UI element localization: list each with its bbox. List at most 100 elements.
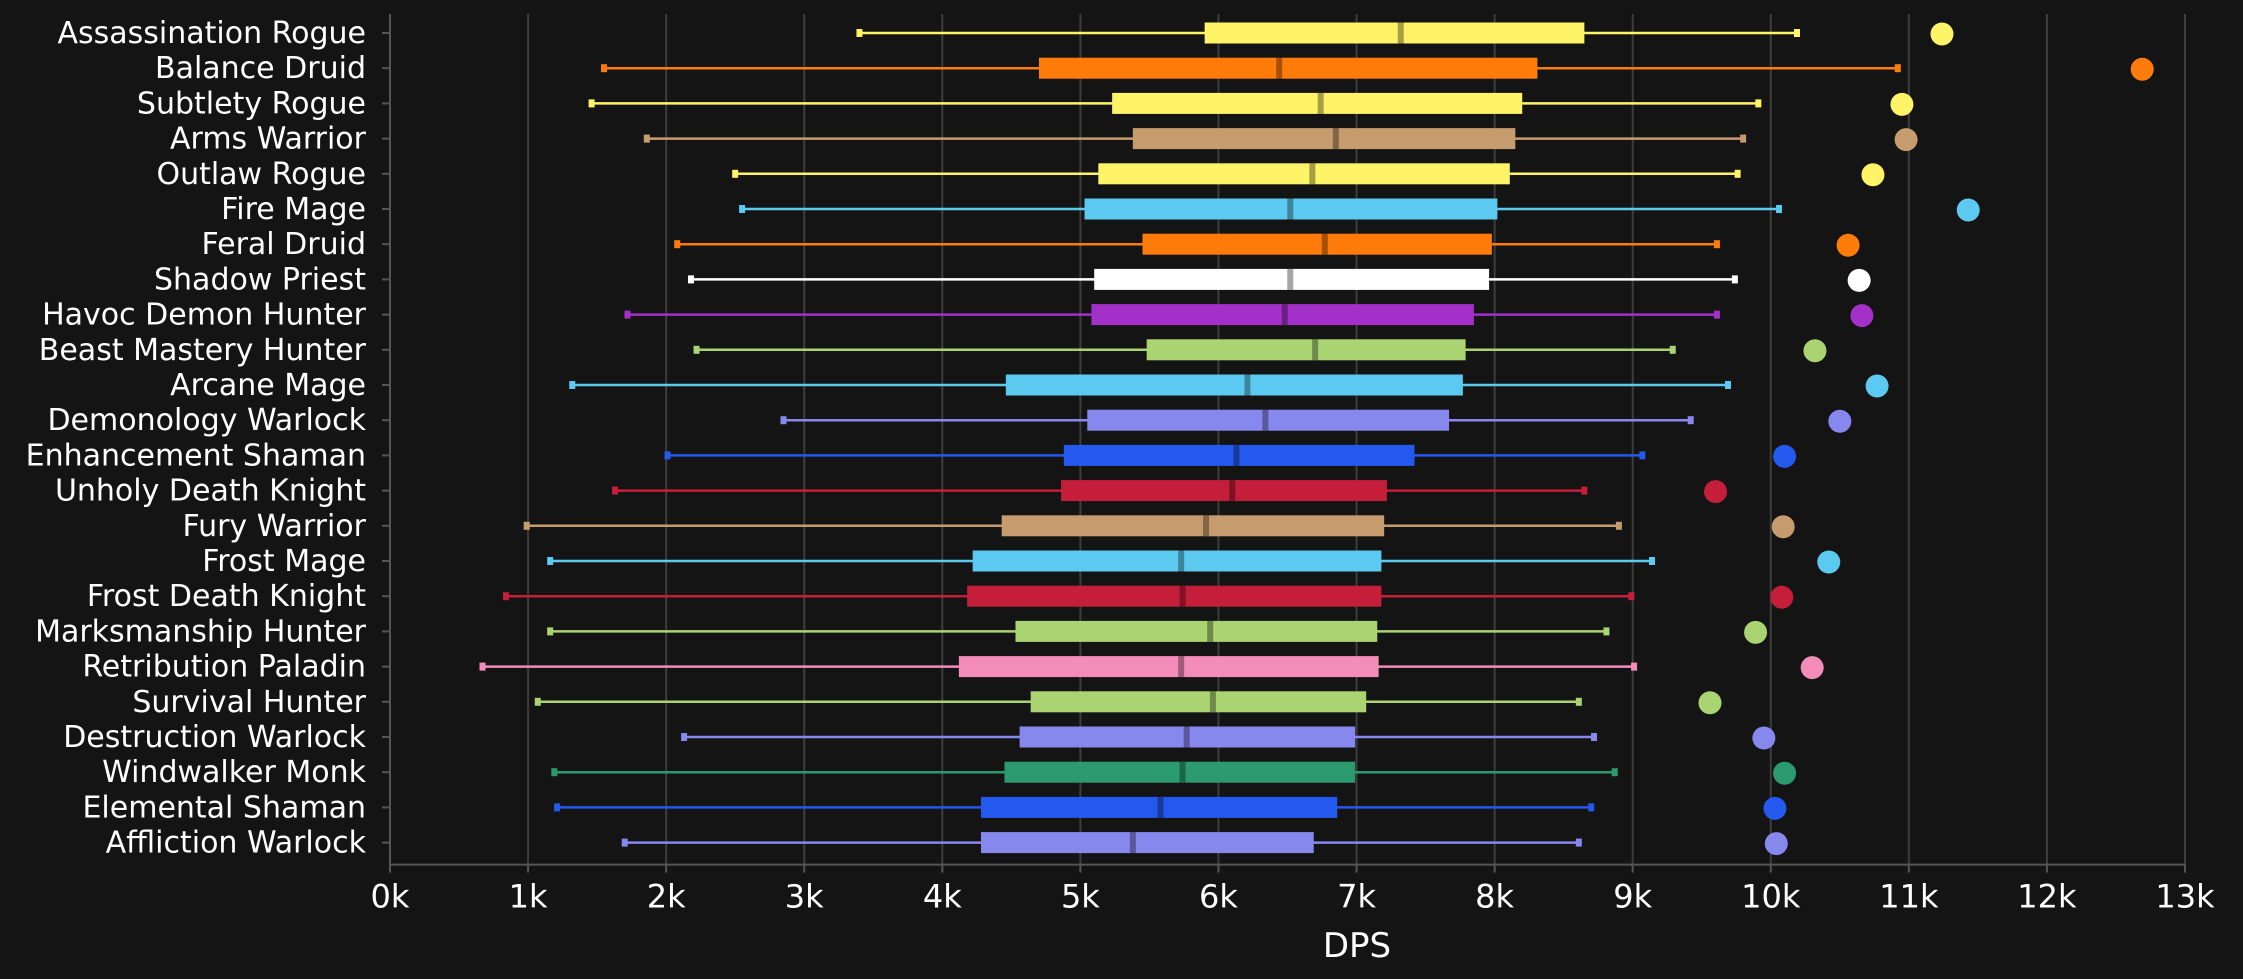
box-plot-row [502, 585, 1794, 609]
box [1005, 374, 1463, 396]
category-label: Demonology Warlock [47, 403, 366, 438]
whisker-cap-min [732, 169, 739, 178]
whisker-cap-min [681, 733, 688, 741]
whisker-cap-min [551, 768, 558, 777]
whisker-cap-max [1687, 416, 1694, 425]
median-mark [1209, 691, 1216, 713]
max-dot [1770, 585, 1794, 609]
box [1084, 198, 1498, 220]
category-label: Enhancement Shaman [26, 438, 366, 473]
category-label: Retribution Paladin [82, 650, 366, 685]
max-dot [1803, 339, 1827, 363]
median-mark [1321, 233, 1328, 255]
whisker-cap-max [1755, 99, 1762, 108]
box [1091, 304, 1474, 326]
whisker-cap-min [479, 662, 486, 671]
whisker-cap-max [1713, 310, 1720, 319]
max-dot [2130, 57, 2154, 81]
category-label: Destruction Warlock [63, 720, 366, 755]
median-mark [1233, 444, 1240, 466]
box-plot-row [588, 92, 1914, 116]
median-mark [1281, 304, 1288, 326]
whisker-cap-min [612, 486, 619, 495]
max-dot [1894, 128, 1918, 152]
box [1112, 92, 1523, 114]
box-plot-row [739, 198, 1980, 222]
max-dot [1847, 268, 1871, 292]
median-mark [1317, 92, 1324, 114]
whisker-cap-max [1734, 169, 1741, 178]
box [1132, 128, 1516, 150]
max-dot [1930, 22, 1954, 46]
median-mark [1179, 761, 1186, 783]
max-dot [1704, 480, 1728, 504]
box [1004, 761, 1356, 783]
median-mark [1287, 268, 1294, 290]
whisker-cap-min [643, 134, 650, 143]
category-label: Balance Druid [155, 51, 366, 86]
max-dot [1773, 444, 1797, 468]
box [1204, 22, 1585, 44]
box [1063, 444, 1415, 466]
whisker-cap-min [624, 310, 631, 319]
x-axis-title: DPS [1323, 926, 1391, 966]
whisker-cap-max [1575, 838, 1582, 847]
whisker-cap-min [554, 803, 561, 812]
box [1146, 339, 1466, 361]
median-mark [1332, 128, 1339, 150]
box [1061, 480, 1387, 502]
whisker-cap-max [1740, 134, 1747, 143]
median-mark [1312, 339, 1319, 361]
median-mark [1287, 198, 1294, 220]
max-dot [1850, 304, 1874, 328]
box-plot-row [732, 163, 1885, 187]
box [1087, 409, 1450, 431]
box [1098, 163, 1510, 185]
category-label: Beast Mastery Hunter [39, 333, 367, 368]
box-plot-row [780, 409, 1852, 433]
x-tick-label: 2k [647, 878, 686, 916]
whisker-cap-min [601, 64, 608, 73]
box-plot-row [643, 128, 1918, 152]
whisker-cap-min [693, 345, 700, 354]
category-label: Feral Druid [202, 227, 367, 262]
whisker-cap-max [1611, 768, 1618, 777]
box [1019, 726, 1356, 748]
category-label: Assassination Rogue [57, 16, 366, 51]
x-tick-label: 7k [1337, 878, 1376, 916]
box-plot-row [551, 761, 1797, 785]
box-plot-row [534, 691, 1722, 715]
x-tick-label: 5k [1061, 878, 1100, 916]
whisker-cap-min [502, 592, 509, 601]
max-dot [1773, 761, 1797, 785]
whisker-cap-min [534, 697, 541, 706]
box-plots [479, 22, 2154, 856]
category-label: Arcane Mage [170, 368, 366, 403]
box [1030, 691, 1367, 713]
box [1015, 620, 1378, 642]
whisker-cap-min [856, 29, 863, 37]
box-plot-row [547, 620, 1768, 644]
box-plot-row [601, 57, 2154, 81]
category-label: Havoc Demon Hunter [42, 298, 367, 333]
box-plot-row [688, 268, 1871, 292]
whisker-cap-max [1894, 64, 1901, 73]
median-mark [1179, 585, 1186, 607]
median-mark [1183, 726, 1190, 748]
max-dot [1836, 233, 1860, 257]
x-tick-label: 8k [1475, 878, 1514, 916]
max-dot [1771, 515, 1795, 539]
max-dot [1861, 163, 1885, 187]
box-plot-row [693, 339, 1827, 363]
box-plot-row [856, 22, 1954, 46]
category-label: Survival Hunter [132, 685, 366, 720]
category-label: Marksmanship Hunter [35, 614, 367, 649]
whisker-cap-max [1669, 345, 1676, 354]
box [967, 585, 1382, 607]
median-mark [1262, 409, 1269, 431]
max-dot [1828, 409, 1852, 433]
whisker-cap-max [1628, 592, 1635, 601]
x-tick-label: 12k [2017, 878, 2077, 916]
